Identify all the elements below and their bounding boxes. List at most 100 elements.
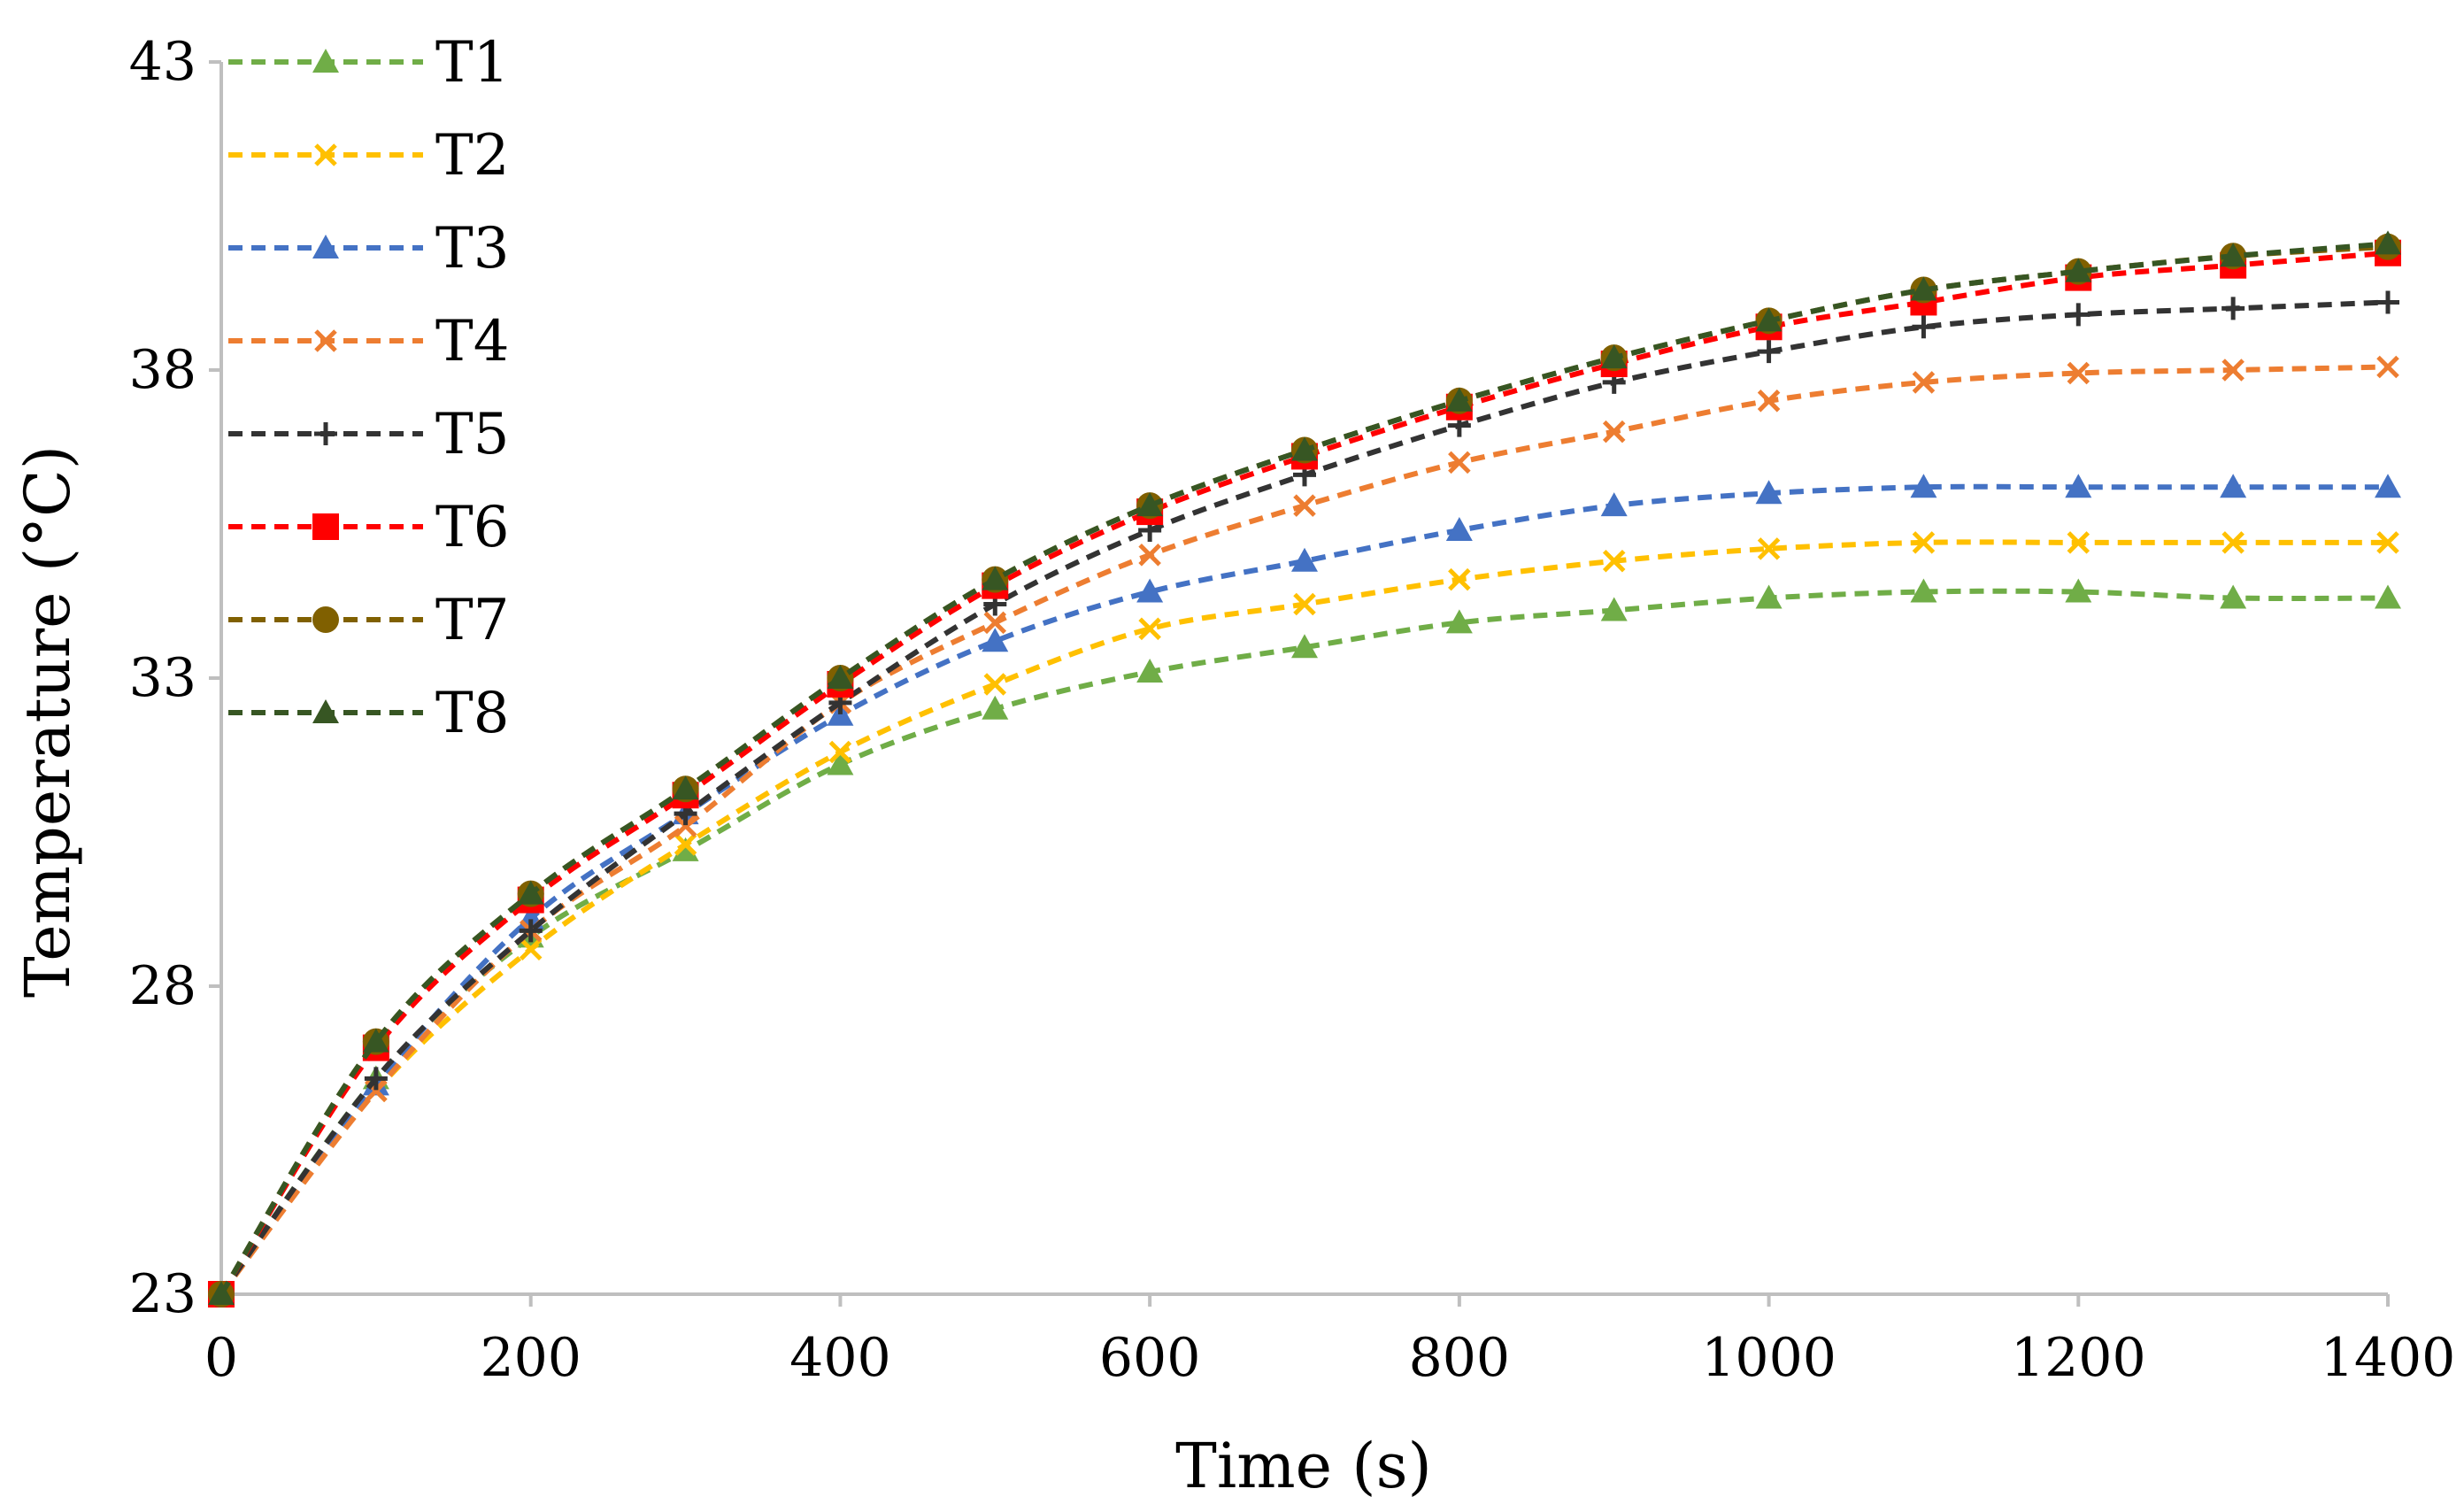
data-point-t1 [1445, 609, 1473, 634]
data-point-t5 [2221, 297, 2245, 320]
series-t7 [208, 233, 2401, 1308]
y-tick-label: 23 [129, 1263, 196, 1325]
legend: T1 T2 T3 T4 T5 T6 T7 T8 [228, 30, 509, 746]
data-point-t1 [827, 751, 854, 775]
data-point-t3 [2065, 474, 2092, 498]
data-point-t8 [362, 1028, 389, 1053]
data-point-t1 [2220, 584, 2247, 609]
data-point-t8 [1136, 492, 1164, 517]
data-point-t2 [2221, 531, 2245, 554]
series-layer [208, 230, 2401, 1308]
legend-marker-t5 [314, 422, 337, 445]
data-point-t1 [1291, 634, 1318, 659]
data-point-t4 [1293, 494, 1316, 517]
data-point-t4 [1912, 371, 1936, 394]
data-point-t1 [2375, 584, 2401, 609]
data-point-t3 [1600, 492, 1628, 517]
legend-marker-t3 [312, 235, 339, 258]
data-point-t3 [2220, 474, 2247, 498]
legend-item-t6: T6 [228, 495, 509, 560]
data-point-t5 [2376, 290, 2399, 314]
data-point-t5 [364, 1067, 388, 1091]
data-point-t3 [1445, 516, 1473, 541]
x-tick-label: 1200 [2011, 1327, 2146, 1389]
data-point-t1 [1755, 584, 1783, 609]
y-tick-label: 28 [129, 955, 196, 1017]
data-point-t8 [2220, 243, 2247, 267]
data-point-t8 [2065, 258, 2092, 282]
legend-marker-t4 [314, 329, 337, 352]
legend-label-t3: T3 [435, 216, 509, 282]
data-point-t2 [1138, 617, 1161, 641]
legend-label-t5: T5 [435, 402, 509, 467]
data-point-t3 [1291, 547, 1318, 572]
data-point-t8 [1291, 436, 1318, 461]
data-point-t1 [672, 837, 699, 861]
data-point-t1 [982, 695, 1009, 720]
data-point-t1 [1136, 659, 1164, 683]
x-tick-label: 0 [204, 1327, 238, 1389]
data-point-t3 [2375, 474, 2401, 498]
legend-marker-t7 [312, 606, 339, 633]
legend-marker-t8 [312, 699, 339, 723]
series-line-t3 [219, 483, 2388, 1296]
data-point-t3 [1755, 480, 1783, 505]
legend-label-t2: T2 [435, 123, 509, 189]
data-point-t4 [1138, 544, 1161, 567]
data-point-t8 [827, 665, 854, 689]
data-point-t8 [1755, 307, 1783, 332]
data-point-t2 [674, 833, 697, 856]
series-line-t8 [219, 241, 2389, 1296]
data-point-t4 [2221, 359, 2245, 382]
legend-label-t7: T7 [435, 588, 509, 653]
legend-item-t5: T5 [228, 402, 509, 467]
data-point-t3 [982, 628, 1009, 652]
legend-item-t2: T2 [228, 123, 509, 189]
x-axis-title: Time (s) [1175, 1430, 1432, 1502]
data-point-t3 [1136, 578, 1164, 603]
legend-marker-t2 [314, 143, 337, 166]
x-tick-label: 1400 [2321, 1327, 2456, 1389]
x-tick-label: 1000 [1701, 1327, 1836, 1389]
data-point-t3 [1910, 474, 1937, 498]
data-point-t2 [2376, 531, 2399, 554]
legend-item-t7: T7 [228, 588, 509, 653]
data-point-t2 [1293, 592, 1316, 616]
legend-item-t4: T4 [228, 309, 509, 374]
data-point-t5 [2067, 303, 2091, 327]
data-point-t2 [1602, 549, 1626, 573]
data-point-t4 [1448, 451, 1471, 474]
data-point-t8 [672, 775, 699, 800]
data-point-t5 [1912, 315, 1936, 339]
data-point-t5 [519, 919, 543, 943]
data-point-t8 [517, 880, 544, 905]
data-point-t8 [208, 1281, 235, 1305]
data-point-t2 [828, 740, 852, 764]
data-point-t5 [1757, 340, 1781, 364]
x-tick-label: 200 [480, 1327, 581, 1389]
series-line-t7 [219, 243, 2389, 1296]
y-tick-label: 38 [129, 339, 196, 401]
data-point-t2 [1912, 531, 1936, 554]
series-t5 [210, 290, 2399, 1306]
legend-item-t3: T3 [228, 216, 509, 282]
y-axis-title: Temperature (°C) [12, 445, 84, 998]
legend-label-t4: T4 [435, 309, 509, 374]
series-t6 [208, 239, 2401, 1308]
data-point-t2 [519, 937, 543, 961]
legend-label-t1: T1 [435, 30, 509, 96]
data-point-t1 [1910, 578, 1937, 603]
y-tick-label: 33 [129, 647, 196, 709]
series-t4 [210, 355, 2399, 1306]
legend-item-t8: T8 [228, 681, 509, 746]
data-point-t4 [674, 814, 697, 837]
data-point-t4 [2067, 361, 2091, 385]
data-point-t8 [1445, 387, 1473, 412]
series-line-t5 [219, 299, 2389, 1296]
legend-label-t6: T6 [435, 495, 509, 560]
x-tick-label: 400 [789, 1327, 891, 1389]
legend-label-t8: T8 [435, 681, 509, 746]
data-point-t1 [1600, 597, 1628, 621]
data-point-t2 [983, 673, 1007, 696]
